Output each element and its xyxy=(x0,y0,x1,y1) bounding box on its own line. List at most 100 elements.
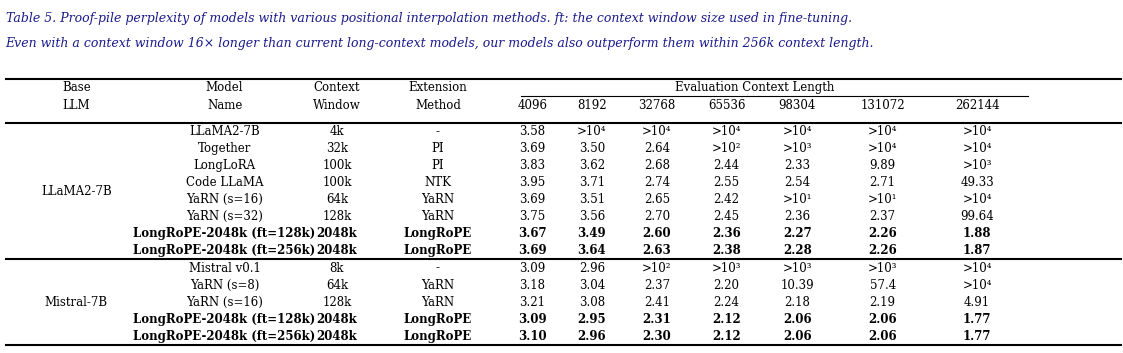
Text: 2.38: 2.38 xyxy=(712,244,741,257)
Text: 2.63: 2.63 xyxy=(642,244,672,257)
Text: 4.91: 4.91 xyxy=(964,296,990,309)
Text: 2.30: 2.30 xyxy=(642,330,672,343)
Text: LLaMA2-7B: LLaMA2-7B xyxy=(40,185,112,198)
Text: 2.12: 2.12 xyxy=(712,330,741,343)
Text: 1.77: 1.77 xyxy=(962,313,992,326)
Text: >10⁴: >10⁴ xyxy=(783,125,812,138)
Text: >10³: >10³ xyxy=(712,262,741,275)
Text: >10¹: >10¹ xyxy=(783,193,812,206)
Text: 2.18: 2.18 xyxy=(784,296,811,309)
Text: 49.33: 49.33 xyxy=(960,176,994,189)
Text: LongRoPE-2048k (ft=256k): LongRoPE-2048k (ft=256k) xyxy=(134,244,316,257)
Text: 2.12: 2.12 xyxy=(712,313,741,326)
Text: 3.83: 3.83 xyxy=(519,159,546,172)
Text: NTK: NTK xyxy=(424,176,451,189)
Text: 3.64: 3.64 xyxy=(577,244,606,257)
Text: 3.58: 3.58 xyxy=(519,125,546,138)
Text: 1.77: 1.77 xyxy=(962,330,992,343)
Text: -: - xyxy=(436,262,440,275)
Text: 2.06: 2.06 xyxy=(783,330,812,343)
Text: LongRoPE: LongRoPE xyxy=(404,330,472,343)
Text: -: - xyxy=(436,125,440,138)
Text: >10⁴: >10⁴ xyxy=(868,125,897,138)
Text: YaRN (s=16): YaRN (s=16) xyxy=(186,193,263,206)
Text: 2.68: 2.68 xyxy=(643,159,670,172)
Text: 2.19: 2.19 xyxy=(869,296,896,309)
Text: 99.64: 99.64 xyxy=(960,210,994,223)
Text: 2.44: 2.44 xyxy=(713,159,740,172)
Text: >10²: >10² xyxy=(642,262,672,275)
Text: LongRoPE: LongRoPE xyxy=(404,227,472,240)
Text: >10³: >10³ xyxy=(962,159,992,172)
Text: 3.18: 3.18 xyxy=(519,279,546,292)
Text: 3.04: 3.04 xyxy=(578,279,605,292)
Text: 2.27: 2.27 xyxy=(783,227,812,240)
Text: 57.4: 57.4 xyxy=(869,279,896,292)
Text: LLaMA2-7B: LLaMA2-7B xyxy=(189,125,261,138)
Text: LongRoPE-2048k (ft=128k): LongRoPE-2048k (ft=128k) xyxy=(134,313,316,326)
Text: 3.69: 3.69 xyxy=(519,142,546,155)
Text: 2.26: 2.26 xyxy=(868,227,897,240)
Text: 2.33: 2.33 xyxy=(784,159,811,172)
Text: PI: PI xyxy=(431,159,445,172)
Text: YaRN: YaRN xyxy=(421,279,455,292)
Text: 10.39: 10.39 xyxy=(780,279,814,292)
Text: >10⁴: >10⁴ xyxy=(962,142,992,155)
Text: 3.10: 3.10 xyxy=(518,330,547,343)
Text: Code LLaMA: Code LLaMA xyxy=(185,176,264,189)
Text: LongRoPE-2048k (ft=128k): LongRoPE-2048k (ft=128k) xyxy=(134,227,316,240)
Text: 2.37: 2.37 xyxy=(869,210,896,223)
Text: >10⁴: >10⁴ xyxy=(868,142,897,155)
Text: 1.88: 1.88 xyxy=(962,227,992,240)
Text: 2.96: 2.96 xyxy=(577,330,606,343)
Text: Mistral v0.1: Mistral v0.1 xyxy=(189,262,261,275)
Text: 2.20: 2.20 xyxy=(713,279,740,292)
Text: 2.71: 2.71 xyxy=(869,176,896,189)
Text: 2.36: 2.36 xyxy=(784,210,811,223)
Text: 3.51: 3.51 xyxy=(578,193,605,206)
Text: 32768: 32768 xyxy=(638,99,676,112)
Text: LLM: LLM xyxy=(63,99,90,112)
Text: 2.24: 2.24 xyxy=(713,296,740,309)
Text: YaRN (s=16): YaRN (s=16) xyxy=(186,296,263,309)
Text: 9.89: 9.89 xyxy=(869,159,896,172)
Text: 100k: 100k xyxy=(322,176,351,189)
Text: Base: Base xyxy=(62,81,91,94)
Text: PI: PI xyxy=(431,142,445,155)
Text: >10⁴: >10⁴ xyxy=(642,125,672,138)
Text: Window: Window xyxy=(313,99,360,112)
Text: 2.65: 2.65 xyxy=(643,193,670,206)
Text: 3.08: 3.08 xyxy=(578,296,605,309)
Text: 3.09: 3.09 xyxy=(519,262,546,275)
Text: 3.75: 3.75 xyxy=(519,210,546,223)
Text: >10²: >10² xyxy=(712,142,741,155)
Text: 2048k: 2048k xyxy=(317,330,357,343)
Text: LongRoPE: LongRoPE xyxy=(404,313,472,326)
Text: 2.54: 2.54 xyxy=(784,176,811,189)
Text: 131072: 131072 xyxy=(860,99,905,112)
Text: Together: Together xyxy=(198,142,252,155)
Text: 2048k: 2048k xyxy=(317,244,357,257)
Text: >10⁴: >10⁴ xyxy=(712,125,741,138)
Text: 3.69: 3.69 xyxy=(519,193,546,206)
Text: 2.37: 2.37 xyxy=(643,279,670,292)
Text: 2.70: 2.70 xyxy=(643,210,670,223)
Text: 98304: 98304 xyxy=(778,99,816,112)
Text: 2.41: 2.41 xyxy=(643,296,670,309)
Text: YaRN: YaRN xyxy=(421,193,455,206)
Text: 64k: 64k xyxy=(326,279,348,292)
Text: >10⁴: >10⁴ xyxy=(962,262,992,275)
Text: 1.87: 1.87 xyxy=(962,244,992,257)
Text: Name: Name xyxy=(207,99,243,112)
Text: 3.49: 3.49 xyxy=(577,227,606,240)
Text: >10⁴: >10⁴ xyxy=(962,125,992,138)
Text: Evaluation Context Length: Evaluation Context Length xyxy=(675,81,834,94)
Text: 3.95: 3.95 xyxy=(519,176,546,189)
Text: 2.64: 2.64 xyxy=(643,142,670,155)
Text: 128k: 128k xyxy=(322,296,351,309)
Text: >10³: >10³ xyxy=(783,262,812,275)
Text: 3.09: 3.09 xyxy=(518,313,547,326)
Text: Context: Context xyxy=(313,81,360,94)
Text: YaRN (s=32): YaRN (s=32) xyxy=(186,210,263,223)
Text: Table 5. Proof-pile perplexity of models with various positional interpolation m: Table 5. Proof-pile perplexity of models… xyxy=(6,12,851,25)
